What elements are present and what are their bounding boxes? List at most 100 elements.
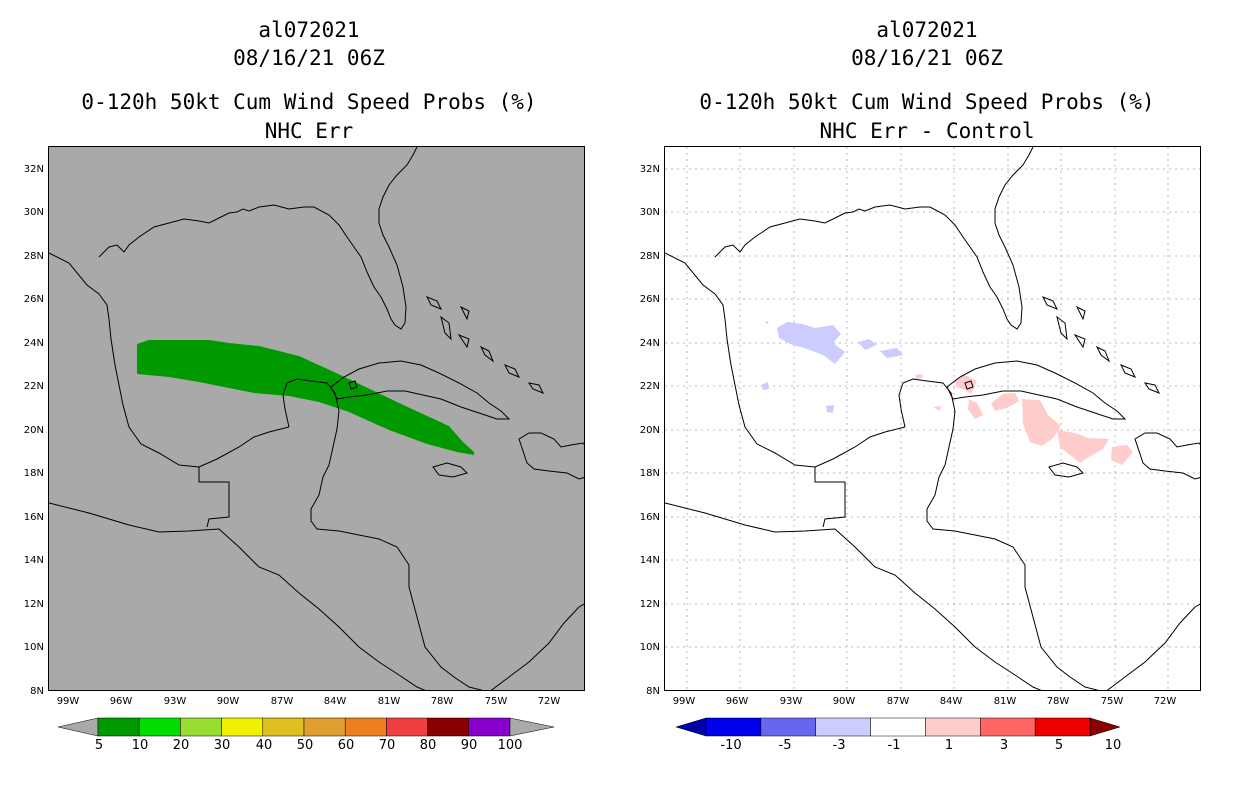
- pos-area: [1057, 430, 1109, 463]
- lat-label: 20N: [639, 425, 660, 436]
- colorbar-label: -1: [887, 738, 901, 753]
- colorbar-swatch: [925, 717, 981, 737]
- map-frame: [664, 146, 1201, 691]
- coastlines: [665, 147, 1200, 690]
- coastline: [714, 147, 1034, 330]
- lon-label: 78W: [1046, 696, 1070, 707]
- coastline: [1073, 333, 1086, 349]
- coastline: [527, 382, 545, 394]
- lat-label: 30N: [639, 207, 660, 218]
- colorbar-swatch: [303, 717, 346, 737]
- lon-label: 81W: [377, 696, 401, 707]
- coastline: [457, 333, 470, 349]
- storm-id-title: al072021: [876, 18, 978, 42]
- neg-area: [880, 348, 903, 358]
- pos-area: [1111, 445, 1133, 465]
- lat-label: 14N: [23, 555, 44, 566]
- coastline: [1134, 432, 1200, 480]
- coastline: [665, 502, 1042, 690]
- colorbar: [676, 716, 1172, 738]
- lat-label: 12N: [639, 599, 660, 610]
- colorbar-low-arrow: [58, 717, 99, 737]
- colorbar-label: 10: [1104, 738, 1122, 753]
- colorbar-high-arrow: [509, 717, 554, 737]
- coastline: [479, 345, 495, 363]
- right-panel: al072021 08/16/21 06Z 0-120h 50kt Cum Wi…: [618, 0, 1236, 800]
- left-panel: al072021 08/16/21 06Z 0-120h 50kt Cum Wi…: [23, 18, 585, 753]
- coastline: [964, 380, 974, 390]
- lat-label: 8N: [30, 686, 44, 697]
- colorbar-low-arrow: [676, 717, 707, 737]
- lon-label: 78W: [430, 696, 454, 707]
- colorbar-label: 1: [944, 738, 954, 753]
- lon-label: 87W: [270, 696, 294, 707]
- lon-label: 96W: [109, 696, 133, 707]
- colorbar-swatch: [262, 717, 305, 737]
- colorbar-label: 60: [337, 738, 355, 753]
- colorbar-high-arrow: [1089, 717, 1121, 737]
- colorbar-label: -10: [720, 738, 742, 753]
- coastline: [503, 364, 521, 378]
- storm-id-title: al072021: [258, 18, 360, 42]
- neg-area: [777, 322, 845, 364]
- coastline: [518, 432, 584, 480]
- neg-area: [826, 405, 834, 413]
- colorbar-label: 100: [497, 738, 523, 753]
- coastline: [1095, 345, 1111, 363]
- coastline: [926, 464, 1100, 690]
- coastline: [49, 252, 290, 468]
- lat-label: 16N: [23, 512, 44, 523]
- coastline: [49, 502, 426, 690]
- lon-label: 99W: [672, 696, 696, 707]
- colorbar-swatch: [221, 717, 264, 737]
- coastline: [1041, 296, 1059, 310]
- lat-label: 12N: [23, 599, 44, 610]
- lat-label: 32N: [639, 164, 660, 175]
- lon-label: 99W: [56, 696, 80, 707]
- lon-label: 84W: [323, 696, 347, 707]
- coastline: [1119, 364, 1137, 378]
- colorbar-swatch: [138, 717, 181, 737]
- colorbar-label: 5: [1054, 738, 1064, 753]
- map-gridlines: [665, 147, 1200, 690]
- lon-label: 93W: [163, 696, 187, 707]
- map-frame: [48, 146, 585, 691]
- coastline: [490, 603, 584, 690]
- lat-label: 8N: [646, 686, 660, 697]
- coastline: [898, 378, 956, 466]
- coastlines: [49, 147, 584, 690]
- neg-area: [765, 321, 769, 324]
- colorbar-label: 30: [213, 738, 231, 753]
- coastline: [310, 464, 484, 690]
- coastline: [946, 360, 1127, 420]
- colorbar-swatch: [97, 717, 140, 737]
- colorbar-label: 50: [296, 738, 314, 753]
- colorbar-label: 10: [131, 738, 149, 753]
- colorbar-graphic: [676, 717, 1121, 737]
- neg-area: [761, 382, 769, 390]
- lat-label: 10N: [23, 642, 44, 653]
- lat-label: 28N: [23, 251, 44, 262]
- colorbar-swatch: [1034, 717, 1091, 737]
- colorbar-swatch: [468, 717, 511, 737]
- colorbar-swatch: [386, 717, 428, 737]
- coastline: [440, 315, 452, 341]
- panel-subtitle: NHC Err: [264, 119, 354, 143]
- lat-label: 24N: [23, 338, 44, 349]
- lat-label: 26N: [23, 294, 44, 305]
- lon-label: 87W: [886, 696, 910, 707]
- colorbar-swatch: [180, 717, 222, 737]
- colorbar-label: 90: [460, 738, 478, 753]
- colorbar: [58, 716, 554, 738]
- lat-label: 18N: [639, 468, 660, 479]
- colorbar-label: 5: [94, 738, 104, 753]
- lat-label: 24N: [639, 338, 660, 349]
- colorbar-swatch: [760, 717, 816, 737]
- coastline: [459, 305, 470, 321]
- map-canvas: [665, 147, 1200, 690]
- lon-label: 93W: [779, 696, 803, 707]
- colorbar-swatch: [815, 717, 871, 737]
- pos-area: [1022, 399, 1061, 446]
- pos-area: [933, 406, 941, 411]
- coastline: [348, 380, 358, 390]
